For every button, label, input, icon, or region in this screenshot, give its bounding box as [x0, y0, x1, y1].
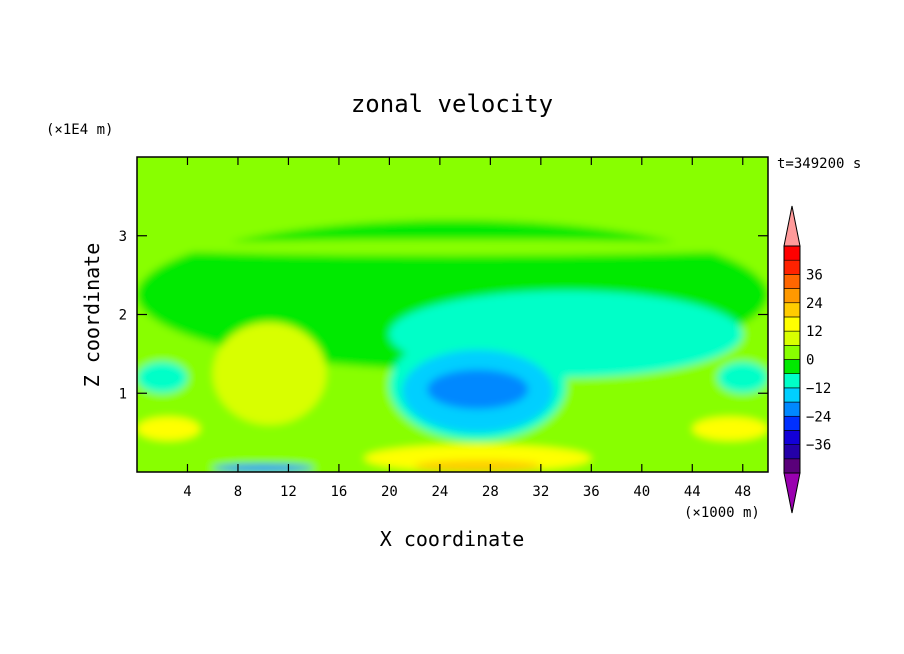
- y-tick-label: 1: [119, 386, 127, 402]
- x-tick-label: 4: [183, 484, 191, 500]
- x-tick-label: 32: [532, 484, 549, 500]
- chart-title: zonal velocity: [351, 90, 553, 118]
- x-axis-title: X coordinate: [380, 527, 525, 551]
- time-label: t=349200 s: [777, 156, 861, 172]
- field-region: [137, 160, 768, 217]
- field-region: [137, 361, 188, 394]
- colorbar-tick-label: 12: [806, 324, 823, 340]
- x-tick-label: 28: [482, 484, 499, 500]
- field-region: [137, 239, 768, 256]
- x-tick-label: 44: [684, 484, 701, 500]
- field-region: [717, 361, 768, 394]
- colorbar-swatch: [783, 401, 801, 417]
- y-tick-label: 2: [119, 308, 127, 324]
- x-unit-label: (×1000 m): [684, 505, 760, 521]
- colorbar-tick-label: 24: [806, 296, 823, 312]
- colorbar-swatch: [783, 245, 801, 261]
- colorbar-swatch: [783, 316, 801, 332]
- field-region: [137, 416, 201, 441]
- colorbar-swatch: [783, 387, 801, 403]
- colorbar-swatch: [783, 345, 801, 360]
- colorbar-swatch: [783, 330, 801, 346]
- x-tick-label: 48: [734, 484, 751, 500]
- x-tick-label: 8: [234, 484, 242, 500]
- y-ticks: 1 2 3: [119, 229, 768, 402]
- colorbar-swatch: [783, 444, 801, 460]
- colorbar-tick-label: −24: [806, 409, 831, 425]
- x-tick-label: 24: [431, 484, 448, 500]
- colorbar-swatch: [783, 430, 801, 445]
- x-ticks: 4 8 12 16 20 24 28 32 36 40 44 48: [183, 157, 751, 500]
- x-tick-label: 12: [280, 484, 297, 500]
- colorbar-swatch: [783, 415, 801, 431]
- colorbar-swatch: [783, 359, 801, 374]
- colorbar-under-arrow: [783, 472, 801, 514]
- colorbar-swatch: [783, 259, 801, 275]
- colorbar: 36 24 12 0 −12 −24 −36: [783, 205, 831, 514]
- x-tick-label: 20: [381, 484, 398, 500]
- colorbar-swatch: [783, 373, 801, 389]
- x-tick-label: 36: [583, 484, 600, 500]
- colorbar-frame: [783, 245, 801, 474]
- field-region: [427, 369, 529, 409]
- x-tick-label: 40: [633, 484, 650, 500]
- colorbar-swatch: [783, 288, 801, 304]
- y-tick-label: 3: [119, 229, 127, 245]
- x-tick-label: 16: [330, 484, 347, 500]
- y-unit-label: (×1E4 m): [46, 122, 113, 138]
- colorbar-tick-label: −36: [806, 438, 831, 454]
- colorbar-tick-label: −12: [806, 381, 831, 397]
- colorbar-tick-label: 0: [806, 353, 814, 369]
- field-region: [212, 464, 314, 472]
- field-region: [237, 361, 302, 402]
- colorbar-tick-label: 36: [806, 267, 823, 283]
- y-axis-title: Z coordinate: [80, 243, 104, 388]
- colorbar-swatch: [783, 458, 801, 474]
- field-region: [414, 460, 541, 472]
- field-region: [692, 416, 768, 441]
- colorbar-swatch: [783, 274, 801, 289]
- colorbar-swatch: [783, 302, 801, 318]
- colorbar-over-arrow: [783, 205, 801, 247]
- contour-field: [137, 157, 768, 472]
